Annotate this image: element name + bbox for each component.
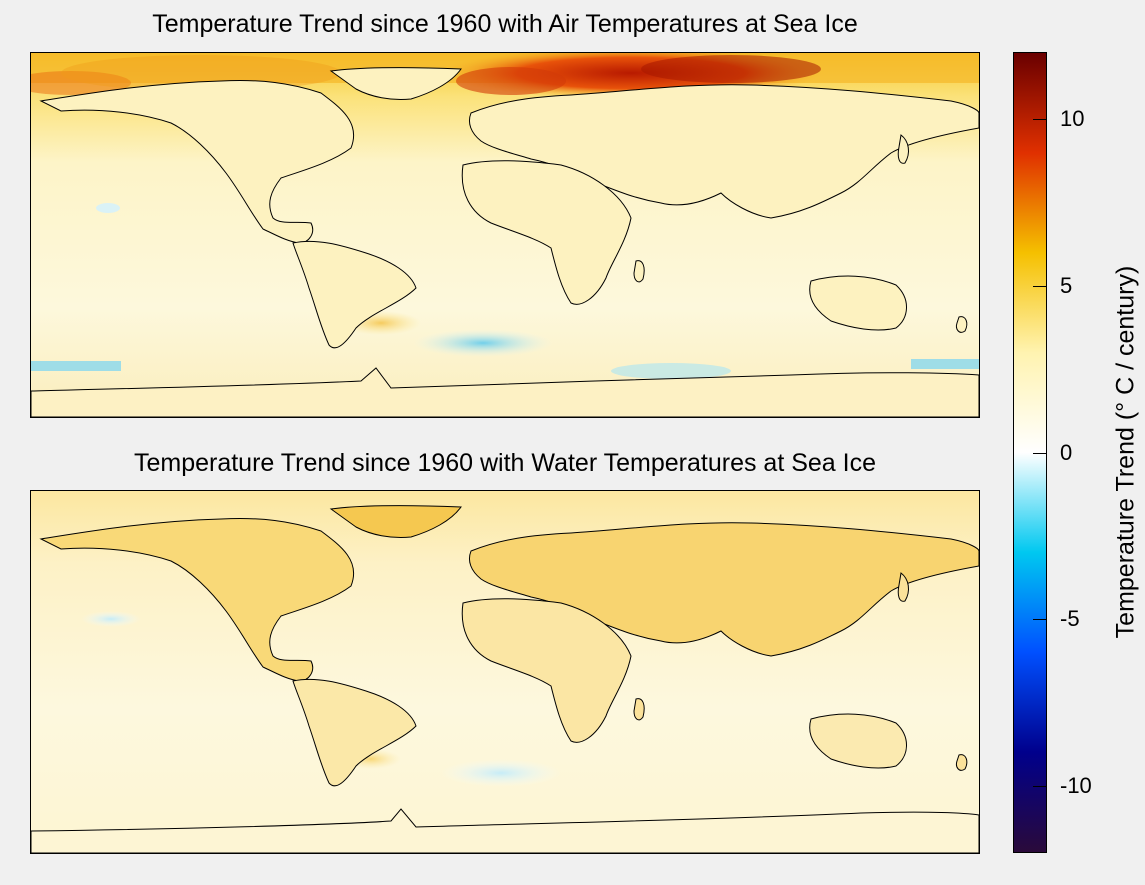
- map-panel-water: [30, 490, 980, 854]
- map-title-air: Temperature Trend since 1960 with Air Te…: [152, 10, 858, 38]
- africa: [461, 160, 632, 305]
- colorbar: [1013, 52, 1047, 853]
- colorbar-tick-mark: [1033, 619, 1047, 620]
- colorbar-tick-mark: [1033, 119, 1047, 120]
- colorbar-tick-mark: [1033, 786, 1047, 787]
- greenland: [329, 67, 462, 100]
- colorbar-tick-mark: [1033, 286, 1047, 287]
- japan: [897, 134, 909, 164]
- new-zealand: [956, 316, 968, 333]
- south-america: [292, 240, 417, 349]
- colorbar-tick-label: 5: [1060, 273, 1073, 298]
- colorbar-tick-label: -10: [1060, 773, 1092, 798]
- madagascar: [633, 260, 645, 283]
- colorbar-tick-mark: [1033, 453, 1047, 454]
- north-america: [39, 80, 355, 244]
- continent-outlines: [39, 67, 979, 349]
- map-panel-air: [30, 52, 980, 418]
- colorbar-label: Temperature Trend (° C / century): [1111, 265, 1140, 639]
- colorbar-tick-label: -5: [1060, 606, 1080, 631]
- colorbar-tick-label: 0: [1060, 440, 1073, 465]
- map-title-water: Temperature Trend since 1960 with Water …: [133, 449, 877, 477]
- australia: [809, 275, 907, 331]
- colorbar-tick-label: 10: [1060, 106, 1085, 131]
